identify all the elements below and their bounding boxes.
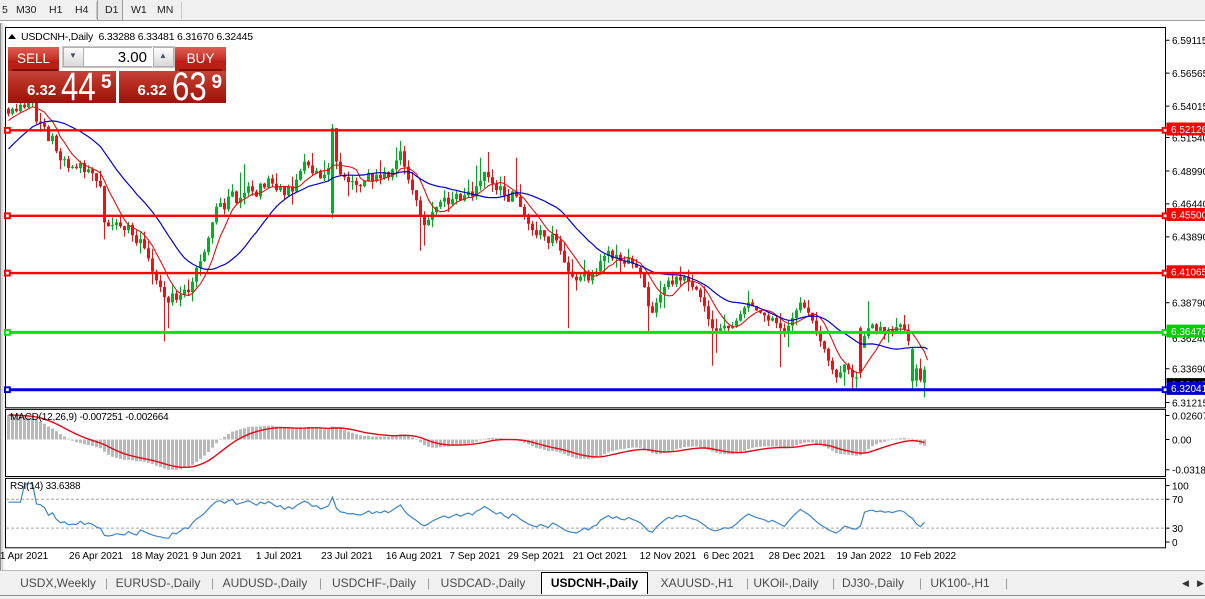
svg-text:6.32041: 6.32041 xyxy=(1171,384,1205,395)
svg-text:6.36240: 6.36240 xyxy=(1172,334,1205,345)
svg-text:6.48990: 6.48990 xyxy=(1172,167,1205,178)
svg-text:6.56565: 6.56565 xyxy=(1172,69,1205,80)
svg-text:0.02607: 0.02607 xyxy=(1172,411,1205,422)
svg-text:6.45500: 6.45500 xyxy=(1171,210,1205,221)
svg-text:0.00: 0.00 xyxy=(1172,435,1192,446)
svg-text:6.43890: 6.43890 xyxy=(1172,233,1205,244)
svg-text:-0.03187: -0.03187 xyxy=(1172,466,1205,477)
svg-text:6.54015: 6.54015 xyxy=(1172,102,1205,113)
svg-text:6.52126: 6.52126 xyxy=(1171,125,1205,136)
svg-text:6.51540: 6.51540 xyxy=(1172,133,1205,144)
svg-text:6.46440: 6.46440 xyxy=(1172,200,1205,211)
svg-text:6.41065: 6.41065 xyxy=(1171,268,1205,279)
svg-text:6.59115: 6.59115 xyxy=(1172,36,1205,47)
svg-text:30: 30 xyxy=(1172,524,1184,535)
svg-text:6.38790: 6.38790 xyxy=(1172,299,1205,310)
svg-text:6.36476: 6.36476 xyxy=(1171,327,1205,338)
svg-text:0: 0 xyxy=(1172,538,1178,549)
svg-text:100: 100 xyxy=(1172,481,1189,492)
svg-text:70: 70 xyxy=(1172,495,1184,506)
svg-text:6.33690: 6.33690 xyxy=(1172,365,1205,376)
svg-text:6.31215: 6.31215 xyxy=(1172,398,1205,409)
